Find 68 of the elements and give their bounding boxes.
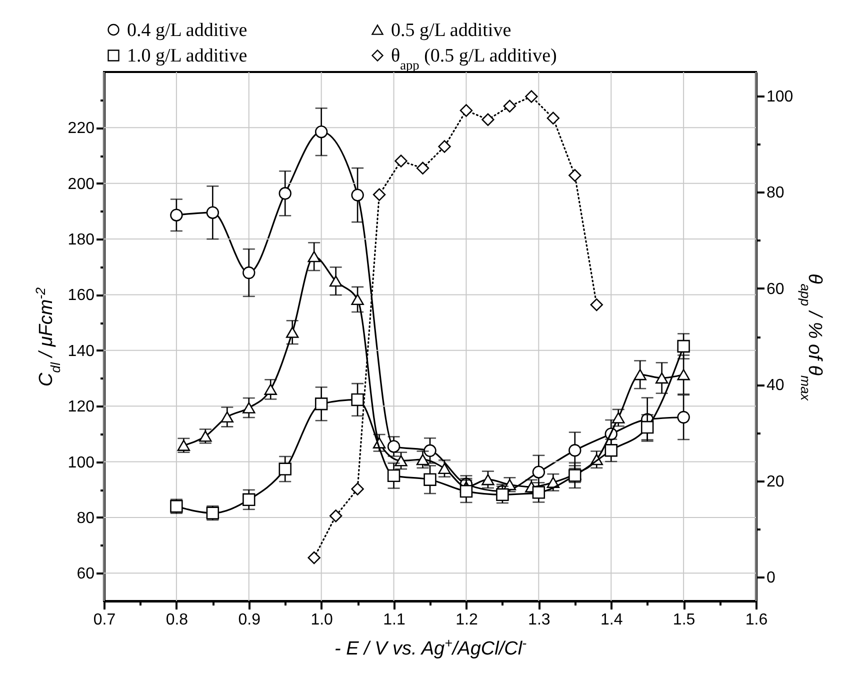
y-tick-label: 140 <box>68 342 95 360</box>
y2-tick-label: 20 <box>766 473 784 490</box>
x-tick-label: 0.9 <box>238 612 261 628</box>
legend-label: 1.0 g/L additive <box>127 46 248 66</box>
point <box>677 340 690 353</box>
point <box>314 126 328 138</box>
point <box>677 369 690 380</box>
y2-tick-label: 40 <box>766 377 784 394</box>
x-tick-label: 0.8 <box>166 612 188 628</box>
point <box>286 326 299 338</box>
point <box>329 276 342 287</box>
point <box>640 420 654 434</box>
point <box>416 454 430 466</box>
y-tick-label: 180 <box>68 232 95 249</box>
x-axis-title: - E / V vs. Ag$^{+}$/AgCl/Cl$^{-}$ <box>334 635 528 660</box>
y-tick-label: 200 <box>68 176 95 193</box>
point <box>170 208 183 222</box>
point <box>655 372 668 384</box>
y2-tick-label: 100 <box>766 88 794 106</box>
x-tick-label: 1.1 <box>383 612 406 628</box>
x-tick-label: 1.0 <box>310 612 334 628</box>
point <box>424 473 436 486</box>
point <box>264 384 277 395</box>
point <box>394 455 408 466</box>
x-tick-label: 1.2 <box>456 612 478 628</box>
point <box>351 393 364 406</box>
point <box>612 412 625 424</box>
x-tick-label: 1.5 <box>672 612 696 628</box>
point <box>387 469 400 482</box>
y-tick-label: 100 <box>68 454 95 472</box>
point <box>568 444 582 457</box>
point <box>438 462 451 474</box>
x-tick-label: 1.4 <box>600 612 623 628</box>
point <box>278 187 292 200</box>
point <box>634 369 646 380</box>
point <box>314 398 328 410</box>
point <box>424 444 436 457</box>
y-tick-label: 120 <box>68 398 95 416</box>
x-tick-label: 0.7 <box>93 612 116 628</box>
point <box>460 484 473 498</box>
y2-tick-label: 0 <box>766 569 776 586</box>
point <box>278 462 292 476</box>
point <box>482 474 494 486</box>
x-tick-label: 1.3 <box>528 612 550 628</box>
y2-tick-label: 80 <box>766 184 784 202</box>
point <box>308 251 320 262</box>
y-tick-label: 160 <box>68 287 95 304</box>
y-tick-label: 220 <box>68 120 95 138</box>
point <box>242 266 256 280</box>
point <box>351 188 364 202</box>
point <box>351 294 364 306</box>
point <box>677 410 690 424</box>
point <box>532 486 546 499</box>
point <box>568 469 582 482</box>
y-tick-label: 80 <box>76 510 95 527</box>
y2-tick-label: 60 <box>766 280 784 298</box>
legend-label: 0.5 g/L additive <box>391 20 512 41</box>
legend-label: 0.4 g/L additive <box>127 20 248 41</box>
x-tick-label: 1.6 <box>745 612 768 628</box>
point <box>532 466 546 478</box>
y-tick-label: 60 <box>76 566 95 583</box>
point <box>496 488 509 501</box>
point <box>604 444 618 457</box>
point <box>242 402 256 414</box>
point <box>387 440 400 453</box>
point <box>220 411 234 423</box>
point <box>206 206 220 219</box>
point <box>242 493 256 506</box>
